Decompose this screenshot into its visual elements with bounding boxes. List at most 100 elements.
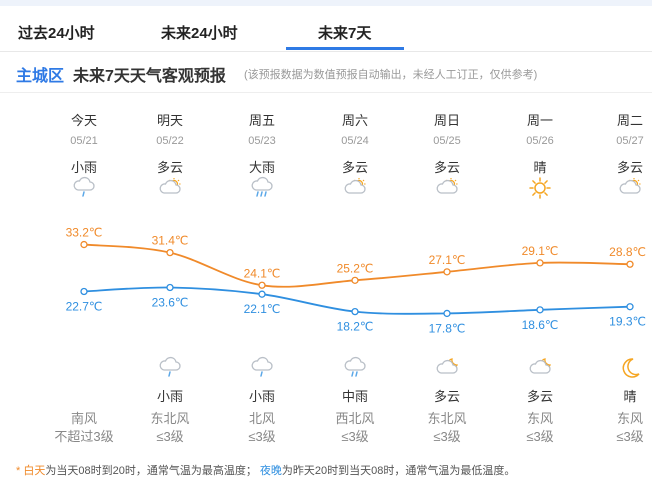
high-temp-point — [166, 248, 174, 257]
day-weather: 多云 — [616, 160, 643, 175]
low-temp-label: 17.8℃ — [429, 321, 466, 335]
clear-night-icon — [622, 358, 640, 378]
high-temp-point — [536, 259, 544, 267]
region-name: 主城区 — [16, 68, 65, 85]
low-temp-point — [258, 290, 266, 298]
low-temp-point — [536, 306, 544, 314]
high-temp-label: 24.1℃ — [244, 266, 281, 280]
time-range-tabs: 过去24小时 未来24小时 未来7天 — [0, 14, 652, 52]
wind-level: ≤3级 — [433, 429, 461, 444]
wind-direction: 西北风 — [335, 411, 375, 426]
high-temp-point — [351, 276, 359, 284]
wind-direction: 东北风 — [427, 411, 467, 426]
low-temp-point — [626, 303, 634, 311]
night-weather: 多云 — [433, 389, 460, 404]
wind-level: ≤3级 — [526, 429, 554, 444]
footnote-night-word: 夜晚 — [259, 465, 282, 477]
tabs-divider — [0, 51, 652, 52]
day-weather: 小雨 — [70, 160, 97, 175]
day-date: 05/27 — [616, 135, 644, 147]
footnote-day-text: 为当天08时到20时，通常气温为最高温度； — [45, 465, 257, 477]
high-temp-label: 28.8℃ — [609, 245, 646, 259]
wind-direction: 北风 — [248, 411, 275, 426]
day-name: 周六 — [341, 113, 368, 128]
wind-level: ≤3级 — [248, 429, 276, 444]
partly-cloudy-icon — [619, 178, 641, 194]
wind-direction: 南风 — [70, 411, 97, 426]
heavy-rain-icon — [251, 176, 273, 197]
low-temp-label: 22.7℃ — [66, 300, 103, 314]
day-name: 周二 — [616, 113, 643, 128]
footnote-day-word: 白天 — [23, 465, 46, 477]
moderate-rain-icon — [344, 356, 366, 377]
low-temp-label: 19.3℃ — [609, 315, 646, 329]
light-rain-icon — [251, 356, 273, 377]
day-date: 05/23 — [248, 135, 276, 147]
partly-cloudy-night-icon — [436, 358, 458, 374]
partly-cloudy-icon — [436, 178, 458, 194]
partly-cloudy-icon — [344, 178, 366, 194]
high-temp-label: 29.1℃ — [522, 244, 559, 258]
night-weather: 小雨 — [248, 389, 275, 404]
high-temp-label: 25.2℃ — [337, 261, 374, 275]
high-temp-label: 33.2℃ — [66, 226, 103, 240]
footnote-night-text: 为昨天20时到当天08时，通常气温为最低温度。 — [281, 465, 516, 477]
high-temp-label: 31.4℃ — [152, 234, 189, 248]
day-date: 05/22 — [156, 135, 184, 147]
partly-cloudy-night-icon — [529, 358, 551, 374]
sunny-icon — [529, 177, 551, 199]
header-divider — [0, 92, 652, 93]
day-weather: 多云 — [341, 160, 368, 175]
partly-cloudy-icon — [159, 178, 181, 194]
low-temp-label: 18.6℃ — [522, 318, 559, 332]
high-temp-point — [443, 268, 451, 276]
low-temp-label: 22.1℃ — [244, 302, 281, 316]
day-name: 明天 — [156, 113, 183, 128]
footnote: * 白天为当天08时到20时，通常气温为最高温度； 夜晚为昨天20时到当天08时… — [16, 462, 515, 478]
night-weather: 晴 — [623, 389, 637, 404]
day-name: 周五 — [248, 113, 275, 128]
wind-direction: 东风 — [526, 411, 553, 426]
wind-level: ≤3级 — [341, 429, 369, 444]
forecast-title: 未来7天天气客观预报 — [73, 68, 226, 85]
high-temp-point — [258, 281, 266, 289]
temperature-chart: 33.2℃ 31.4℃ 24.1℃ 25.2℃ 27.1℃ 29.1℃ 28.8℃ 22.7℃… — [66, 226, 646, 336]
day-weather: 大雨 — [248, 160, 275, 175]
day-date: 05/26 — [526, 135, 554, 147]
day-name: 周日 — [433, 113, 460, 128]
low-temp-point — [80, 287, 88, 296]
high-temp-point — [80, 240, 88, 249]
wind-level: 不超过3级 — [54, 429, 114, 444]
tab-next-24h[interactable]: 未来24小时 — [161, 25, 238, 42]
high-temp-label: 27.1℃ — [429, 253, 466, 267]
light-rain-icon — [159, 356, 181, 377]
day-weather: 多云 — [433, 160, 460, 175]
active-tab-indicator — [286, 47, 404, 50]
wind-direction: 东风 — [616, 411, 643, 426]
day-date: 05/21 — [70, 135, 98, 147]
day-date: 05/24 — [341, 135, 369, 147]
night-weather: 小雨 — [156, 389, 183, 404]
wind-direction: 东北风 — [150, 411, 190, 426]
wind-level: ≤3级 — [616, 429, 644, 444]
tab-next-7-days[interactable]: 未来7天 — [318, 25, 372, 42]
day-date: 05/25 — [433, 135, 461, 147]
forecast-disclaimer: (该预报数据为数值预报自动输出，未经人工订正，仅供参考) — [244, 69, 538, 81]
day-weather: 晴 — [533, 160, 547, 175]
night-weather: 中雨 — [341, 389, 368, 404]
top-strip — [0, 0, 652, 6]
wind-level: ≤3级 — [156, 429, 184, 444]
night-weather: 多云 — [526, 389, 553, 404]
day-weather: 多云 — [156, 160, 183, 175]
day-name: 今天 — [70, 113, 97, 128]
low-temp-point — [351, 307, 359, 316]
light-rain-icon — [73, 176, 95, 197]
high-temp-point — [626, 260, 634, 268]
low-temp-label: 18.2℃ — [337, 320, 374, 334]
low-temp-label: 23.6℃ — [152, 295, 189, 309]
low-temp-point — [443, 309, 451, 318]
footnote-star: * — [16, 465, 21, 477]
day-name: 周一 — [526, 113, 553, 128]
low-temp-point — [166, 283, 174, 292]
tab-past-24h[interactable]: 过去24小时 — [18, 25, 95, 42]
